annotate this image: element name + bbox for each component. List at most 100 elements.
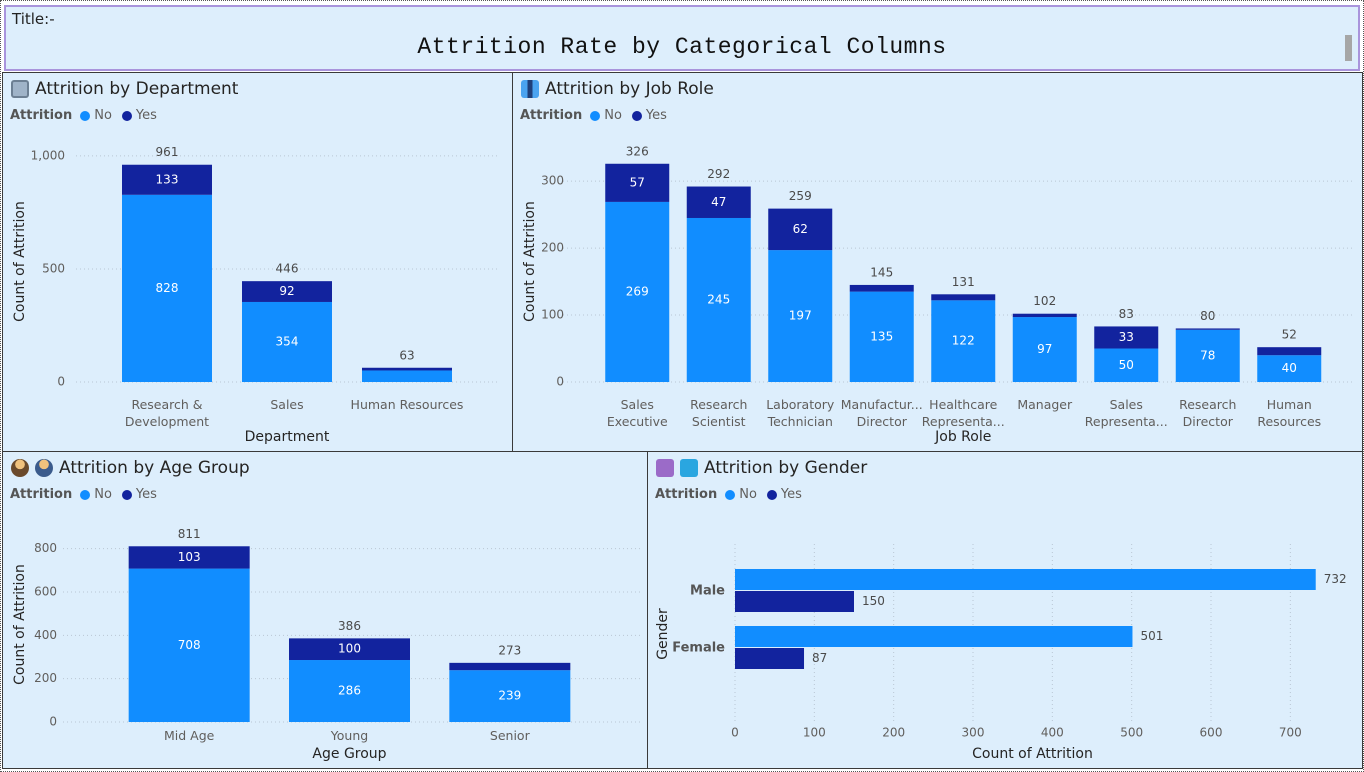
chart: 0 200 400 600 800 708 103 811 286 100 386 239 273 Age… [12,527,640,762]
legend-title: Attrition [10,108,73,123]
legend-marker [121,489,132,500]
x-tick-label: Mid Age [163,728,215,743]
bar-segment [242,301,332,382]
x-tick-label: Laboratory Technician [766,397,835,429]
legend-marker [766,489,777,500]
total-label: 273 [498,643,521,657]
bar-segment [768,250,833,382]
legend-marker [80,489,91,500]
icon [521,80,539,98]
x-tick-label: Sales Executive [606,397,668,429]
bar-segment [122,164,212,195]
legend-title: Attrition [520,108,583,123]
bar-segment [605,201,670,382]
bar-segment [849,284,914,292]
total-label: 102 [1033,294,1056,308]
data-label: 150 [862,594,885,608]
data-label: 40 [1282,361,1297,375]
data-label: 197 [789,309,812,323]
icon [35,459,53,477]
data-label: 33 [1119,330,1134,344]
chart: 0 100 200 300 400 500 600 700 Male 732 150 Female 50… [655,544,1347,762]
legend-title: Attrition [655,487,718,502]
legend: Attrition No Yes [520,108,673,123]
legend-marker [80,110,91,121]
total-label: 80 [1200,309,1215,323]
x-tick-label: Sales [270,397,304,412]
bar-segment [1012,313,1077,318]
page-title: Attrition Rate by Categorical Columns [417,34,947,60]
data-label: 828 [156,281,179,295]
data-label: 62 [793,222,808,236]
total-label: 145 [870,265,893,279]
bar [735,626,1133,647]
legend: Attrition No Yes [10,487,163,502]
data-label: 245 [707,292,730,306]
y-tick-label: 0 [49,715,57,729]
title-label: Title:- [12,10,55,28]
data-label: 135 [870,329,893,343]
chart-header: Attrition by Department [11,79,238,99]
bar [735,591,854,612]
bar-segment [362,367,452,371]
chart-title: Attrition by Gender [704,458,868,478]
x-tick-label: 400 [1041,726,1064,740]
bar-segment [122,194,212,382]
bar-segment [605,163,670,202]
legend-label: No [604,108,622,123]
total-label: 961 [156,145,179,159]
bar-segment [1175,329,1240,382]
legend-marker [725,489,736,500]
chart-panel: Attrition by Job Role Attrition No Yes 0 100… [512,72,1363,452]
x-tick-label: 0 [731,726,739,740]
x-tick-label: Senior [489,728,530,743]
bar-segment [686,186,751,218]
data-label: 92 [279,284,294,298]
x-tick-label: Research Director [1179,397,1237,429]
legend-marker [121,110,132,121]
data-label: 47 [711,195,726,209]
x-tick-label: Healthcare Representa... [921,397,1005,429]
data-label: 286 [338,684,361,698]
x-tick-label: 700 [1279,726,1302,740]
legend-label: Yes [135,108,157,123]
x-tick-label: Young [330,728,369,743]
x-axis-title: Count of Attrition [972,746,1093,762]
y-tick-label: 400 [34,628,57,642]
data-label: 269 [626,284,649,298]
legend: Attrition No Yes [655,487,808,502]
x-tick-label: Research Scientist [690,397,748,429]
legend-label: Yes [135,487,157,502]
title-box: Title:- Attrition Rate by Categorical Co… [4,5,1360,71]
data-label: 78 [1200,348,1215,362]
total-label: 83 [1119,307,1134,321]
bar-segment [931,294,996,301]
total-label: 811 [178,527,201,541]
data-label: 87 [812,651,827,665]
y-tick-label: 600 [34,585,57,599]
legend-label: No [94,487,112,502]
data-label: 100 [338,642,361,656]
data-label: 50 [1119,358,1134,372]
bar-segment [1257,347,1322,356]
bar-segment [128,568,250,722]
x-tick-label: 100 [803,726,826,740]
data-label: 97 [1037,342,1052,356]
data-label: 133 [156,172,179,186]
scrollbar[interactable] [1345,35,1352,61]
total-label: 131 [952,275,975,289]
y-tick-label: 200 [541,241,564,255]
chart: 0 100 200 300 269 57 326 245 47 292 197 62 259 135 145… [522,144,1353,445]
x-tick-label: Research & Development [124,397,210,429]
chart-title: Attrition by Age Group [59,458,250,478]
x-tick-label: Manufactur... Director [840,397,923,429]
bar-segment [931,300,996,382]
legend-label: No [739,487,757,502]
bar-segment [1094,326,1159,349]
total-label: 52 [1282,328,1297,342]
legend-label: Yes [780,487,802,502]
x-tick-label: Sales Representa... [1084,397,1168,429]
y-tick-label: 0 [556,375,564,389]
